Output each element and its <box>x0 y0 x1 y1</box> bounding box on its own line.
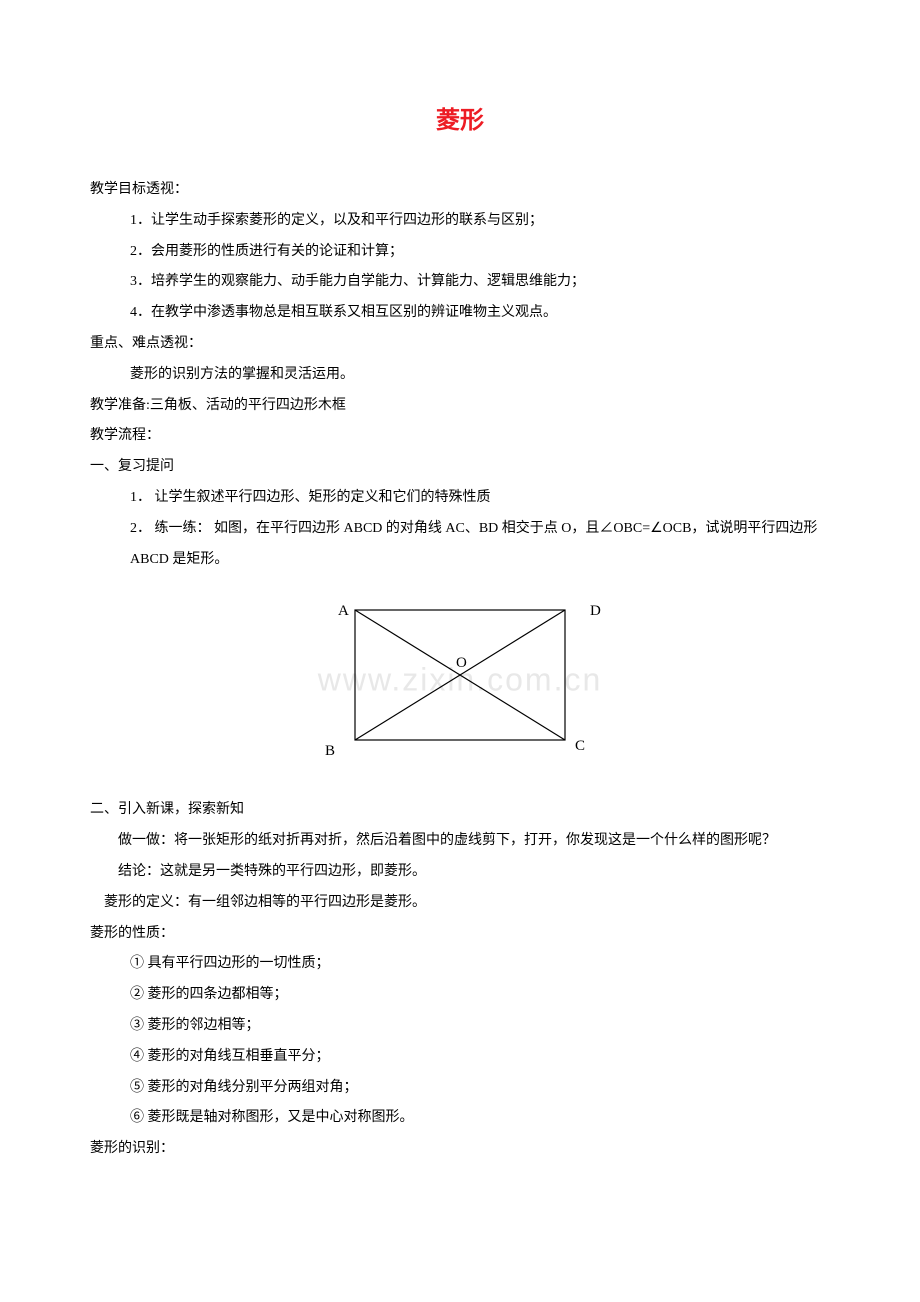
svg-text:D: D <box>590 603 601 619</box>
svg-text:B: B <box>325 743 335 759</box>
diagram-container: www.zixin.com.cn ABCDO <box>90 595 830 765</box>
property-item: ① 具有平行四边形的一切性质； <box>90 949 830 980</box>
objective-item: 2．会用菱形的性质进行有关的论证和计算； <box>90 237 830 268</box>
property-item: ⑥ 菱形既是轴对称图形，又是中心对称图形。 <box>90 1103 830 1134</box>
part1-heading: 一、复习提问 <box>90 452 830 483</box>
property-item: ③ 菱形的邻边相等； <box>90 1011 830 1042</box>
rectangle-diagram: A B C D O <box>300 595 620 765</box>
part2-heading: 二、引入新课，探索新知 <box>90 795 830 826</box>
svg-text:A: A <box>338 603 349 619</box>
property-item: ⑤ 菱形的对角线分别平分两组对角； <box>90 1073 830 1104</box>
part2-definition: 菱形的定义：有一组邻边相等的平行四边形是菱形。 <box>90 888 830 919</box>
keypoints-heading: 重点、难点透视： <box>90 329 830 360</box>
property-item: ② 菱形的四条边都相等； <box>90 980 830 1011</box>
objective-item: 1．让学生动手探索菱形的定义，以及和平行四边形的联系与区别； <box>90 206 830 237</box>
keypoints-text: 菱形的识别方法的掌握和灵活运用。 <box>90 360 830 391</box>
objective-item: 3．培养学生的观察能力、动手能力自学能力、计算能力、逻辑思维能力； <box>90 267 830 298</box>
svg-text:O: O <box>456 655 467 671</box>
objective-item: 4．在教学中渗透事物总是相互联系又相互区别的辨证唯物主义观点。 <box>90 298 830 329</box>
property-item: ④ 菱形的对角线互相垂直平分； <box>90 1042 830 1073</box>
part2-do: 做一做：将一张矩形的纸对折再对折，然后沿着图中的虚线剪下，打开，你发现这是一个什… <box>90 826 830 857</box>
part1-item: 1． 让学生叙述平行四边形、矩形的定义和它们的特殊性质 <box>90 483 830 514</box>
flow-heading: 教学流程： <box>90 421 830 452</box>
properties-heading: 菱形的性质： <box>90 919 830 950</box>
page-title: 菱形 <box>90 100 830 135</box>
part1-item: 2． 练一练： 如图，在平行四边形 ABCD 的对角线 AC、BD 相交于点 O… <box>90 514 830 576</box>
part2-conclusion: 结论：这就是另一类特殊的平行四边形，即菱形。 <box>90 857 830 888</box>
objectives-heading: 教学目标透视： <box>90 175 830 206</box>
identification-heading: 菱形的识别： <box>90 1134 830 1165</box>
svg-text:C: C <box>575 738 585 754</box>
prep-heading: 教学准备:三角板、活动的平行四边形木框 <box>90 391 830 422</box>
